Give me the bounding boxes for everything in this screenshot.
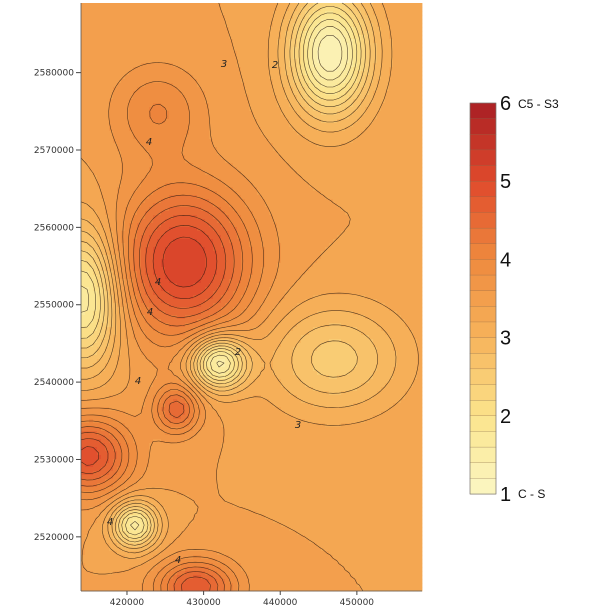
colorbar-segment bbox=[469, 415, 497, 432]
colorbar-segment bbox=[469, 181, 497, 198]
colorbar-segment bbox=[469, 353, 497, 370]
contour-label: 4 bbox=[135, 376, 141, 387]
colorbar-segment bbox=[469, 462, 497, 479]
x-tick-label: 440000 bbox=[263, 598, 298, 608]
colorbar-max-label: C5 - S3 bbox=[518, 97, 559, 111]
contour-label: 4 bbox=[155, 277, 161, 288]
colorbar-segment bbox=[469, 384, 497, 401]
colorbar-segment bbox=[469, 368, 497, 385]
contour-label: 3 bbox=[295, 420, 301, 431]
contour-label: 2 bbox=[272, 60, 278, 71]
colorbar-segment bbox=[469, 134, 497, 151]
colorbar-tick-label: 6 bbox=[500, 93, 511, 115]
colorbar-min-label: C - S bbox=[518, 487, 545, 501]
colorbar-tick-label: 1 bbox=[500, 484, 511, 506]
y-axis: 2520000 2530000 2540000 2550000 2560000 25700… bbox=[34, 3, 82, 591]
y-tick-label: 2580000 bbox=[34, 69, 74, 79]
y-tick-label: 2520000 bbox=[34, 533, 74, 543]
colorbar-segment bbox=[469, 165, 497, 182]
colorbar-segment bbox=[469, 259, 497, 276]
colorbar-tick-label: 2 bbox=[500, 406, 511, 428]
colorbar-segment bbox=[469, 478, 497, 495]
colorbar-legend: 1 2 3 4 5 6 C5 - S3 C - S bbox=[469, 93, 559, 506]
colorbar-segment bbox=[469, 118, 497, 135]
contour-label: 2 bbox=[235, 347, 241, 358]
contour-labels: 2 3 4 4 4 4 4 2 3 4 bbox=[107, 59, 301, 566]
contour-label: 4 bbox=[107, 517, 113, 528]
colorbar-tick-label: 5 bbox=[500, 171, 511, 193]
colorbar-segment bbox=[469, 337, 497, 354]
colorbar-segment bbox=[469, 446, 497, 464]
colorbar-segment bbox=[469, 102, 497, 120]
y-tick-label: 2550000 bbox=[34, 301, 74, 311]
colorbar-tick-label: 4 bbox=[500, 249, 511, 271]
colorbar-segment bbox=[469, 149, 497, 167]
colorbar-segment bbox=[469, 400, 497, 417]
colorbar-segment bbox=[469, 321, 497, 339]
colorbar-segment bbox=[469, 431, 497, 448]
plot-area: 2 3 4 4 4 4 4 2 3 4 bbox=[80, 2, 423, 592]
y-tick-label: 2530000 bbox=[34, 455, 74, 465]
colorbar-segment bbox=[469, 243, 497, 260]
x-axis: 420000 430000 440000 450000 bbox=[81, 590, 422, 608]
contour-fill bbox=[81, 3, 423, 592]
colorbar-segment bbox=[469, 306, 497, 323]
contour-lines bbox=[80, 2, 419, 592]
y-tick-label: 2570000 bbox=[34, 146, 74, 156]
colorbar-segment bbox=[469, 274, 497, 292]
x-tick-label: 430000 bbox=[186, 598, 221, 608]
colorbar-tick-label: 3 bbox=[500, 328, 511, 350]
contour-label: 4 bbox=[147, 307, 153, 318]
contour-label: 4 bbox=[146, 137, 152, 148]
x-tick-label: 450000 bbox=[340, 598, 375, 608]
y-tick-label: 2540000 bbox=[34, 378, 74, 388]
colorbar-segment bbox=[469, 290, 497, 307]
colorbar-segment bbox=[469, 227, 497, 245]
x-tick-label: 420000 bbox=[110, 598, 145, 608]
contour-label: 4 bbox=[175, 555, 181, 566]
y-tick-label: 2560000 bbox=[34, 223, 74, 233]
contour-label: 3 bbox=[221, 59, 227, 70]
colorbar-segment bbox=[469, 196, 497, 213]
colorbar-segment bbox=[469, 212, 497, 229]
